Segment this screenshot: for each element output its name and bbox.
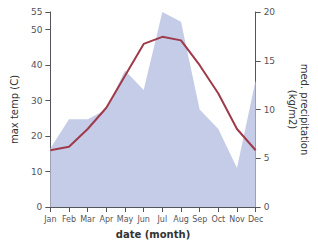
- svg-text:0: 0: [264, 202, 270, 212]
- svg-text:50: 50: [31, 25, 43, 35]
- svg-text:Apr: Apr: [99, 215, 114, 224]
- svg-text:Oct: Oct: [211, 215, 225, 224]
- svg-text:Nov: Nov: [229, 215, 245, 224]
- svg-text:10: 10: [264, 105, 276, 115]
- svg-text:55: 55: [31, 7, 42, 17]
- svg-text:20: 20: [31, 131, 43, 141]
- svg-text:0: 0: [37, 202, 43, 212]
- svg-text:med. precipitation: med. precipitation: [299, 64, 310, 156]
- svg-text:Jul: Jul: [157, 215, 168, 224]
- svg-text:(kg/m2): (kg/m2): [287, 90, 298, 130]
- svg-text:May: May: [117, 215, 134, 224]
- svg-text:date (month): date (month): [116, 229, 190, 240]
- svg-text:Jan: Jan: [43, 215, 56, 224]
- svg-text:Feb: Feb: [62, 215, 76, 224]
- svg-text:40: 40: [31, 60, 43, 70]
- svg-text:5: 5: [264, 153, 270, 163]
- svg-text:max temp (C): max temp (C): [9, 75, 20, 144]
- svg-text:10: 10: [31, 167, 43, 177]
- svg-text:15: 15: [264, 56, 275, 66]
- svg-text:Jun: Jun: [136, 215, 150, 224]
- svg-text:20: 20: [264, 7, 276, 17]
- svg-text:30: 30: [31, 96, 43, 106]
- svg-text:Dec: Dec: [248, 215, 263, 224]
- svg-text:Sep: Sep: [192, 215, 207, 224]
- svg-text:Aug: Aug: [173, 215, 189, 224]
- svg-text:Mar: Mar: [80, 215, 96, 224]
